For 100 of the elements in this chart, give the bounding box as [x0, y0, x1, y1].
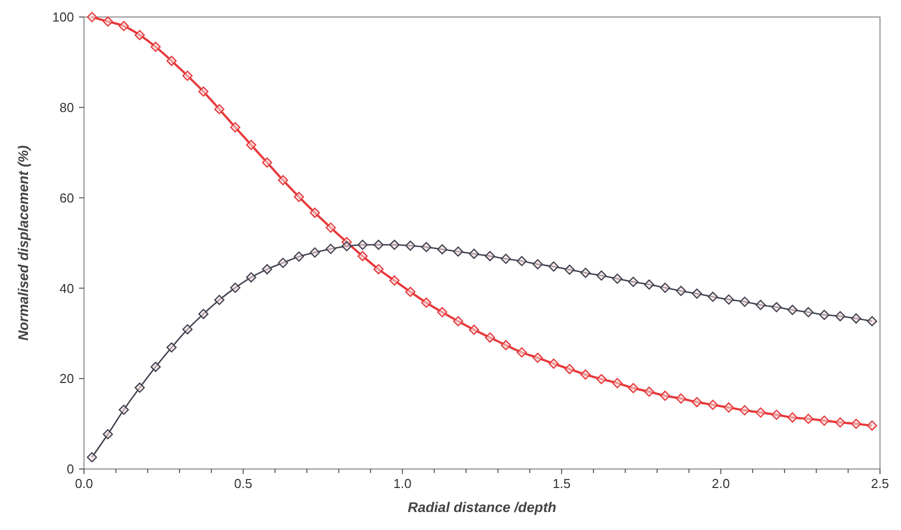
point: [516, 347, 527, 358]
point: [580, 369, 591, 380]
point: [484, 332, 496, 343]
point: [724, 294, 734, 305]
point: [787, 304, 798, 315]
point: [803, 414, 814, 424]
point: [692, 288, 702, 299]
x-tick-label: 0.0: [74, 476, 94, 491]
point: [373, 240, 384, 250]
point: [437, 307, 448, 318]
point: [564, 264, 575, 275]
point: [660, 390, 670, 401]
point: [86, 12, 98, 22]
y-tick-label: 20: [60, 371, 74, 386]
point: [500, 254, 511, 264]
point: [580, 268, 591, 278]
point: [182, 70, 193, 81]
point: [548, 261, 559, 272]
point: [516, 256, 527, 266]
point: [612, 274, 622, 284]
point: [866, 316, 878, 326]
point: [198, 86, 208, 97]
point: [326, 244, 336, 254]
point: [596, 374, 606, 384]
point: [628, 382, 638, 394]
point: [771, 302, 782, 312]
point: [453, 246, 464, 257]
point: [246, 140, 256, 150]
point: [310, 247, 320, 258]
point: [358, 240, 368, 250]
point: [787, 412, 798, 423]
point: [708, 292, 718, 302]
point: [740, 296, 750, 307]
point: [835, 417, 846, 428]
point: [644, 386, 654, 397]
point: [708, 400, 718, 410]
point: [342, 241, 352, 252]
point: [453, 316, 464, 326]
point: [326, 222, 336, 233]
point: [134, 30, 145, 40]
point: [358, 251, 368, 262]
point: [198, 308, 208, 320]
point: [660, 282, 670, 293]
point: [437, 244, 448, 254]
point: [756, 407, 766, 418]
point: [246, 272, 256, 282]
point: [166, 56, 177, 66]
point: [500, 340, 511, 350]
y-tick-label: 40: [60, 280, 74, 296]
point: [819, 310, 830, 320]
x-tick-label: 2.5: [870, 476, 890, 491]
point: [484, 251, 496, 262]
point: [278, 258, 288, 268]
point: [373, 264, 384, 274]
point: [134, 382, 145, 393]
point: [230, 282, 240, 293]
point: [118, 404, 129, 415]
point: [866, 420, 878, 431]
point: [294, 192, 304, 202]
point: [468, 324, 480, 335]
point: [214, 104, 224, 114]
point: [150, 42, 161, 52]
point: [278, 175, 288, 186]
x-tick-label: 0.5: [234, 476, 252, 491]
point: [262, 264, 272, 274]
point: [150, 362, 161, 372]
point: [612, 378, 622, 388]
point: [262, 157, 272, 168]
point: [644, 279, 654, 290]
point: [676, 286, 686, 296]
point: [468, 248, 480, 259]
point: [214, 294, 224, 306]
point: [389, 275, 400, 286]
point: [803, 307, 814, 318]
y-tick-label: 80: [60, 100, 74, 115]
x-tick-label: 2.0: [712, 476, 730, 491]
point: [102, 16, 113, 27]
point: [102, 429, 113, 440]
point: [118, 20, 129, 32]
point: [756, 300, 766, 310]
point: [532, 352, 543, 363]
point: [596, 270, 606, 281]
point: [835, 311, 846, 322]
point: [230, 122, 240, 132]
point: [421, 298, 432, 308]
point: [182, 324, 193, 334]
x-tick-label: 1.0: [393, 476, 412, 491]
point: [421, 242, 432, 252]
point: [676, 393, 686, 404]
y-tick-label: 100: [52, 10, 74, 25]
point: [564, 364, 575, 374]
point: [310, 208, 320, 218]
x-tick-label: 1.5: [552, 476, 571, 491]
point: [628, 276, 638, 287]
point: [405, 286, 416, 297]
point: [86, 452, 98, 462]
y-tick-label: 0: [66, 462, 74, 477]
point: [294, 251, 304, 262]
point: [532, 259, 543, 270]
point: [166, 342, 177, 353]
